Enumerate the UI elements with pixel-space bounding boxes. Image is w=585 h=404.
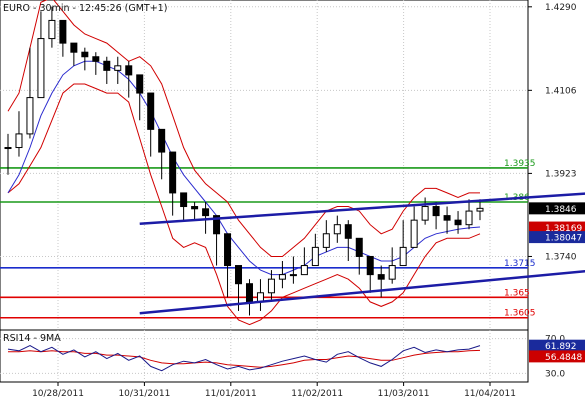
y-tick-label: 1.4290 [545,3,577,13]
candle-body [300,265,308,276]
rsi-box-label-red: 56.4848 [545,353,582,363]
price-grid [0,0,528,330]
level-label-1.3605: 1.3605 [504,309,536,319]
candle-body [245,283,253,303]
candle-body [158,128,166,153]
candle-body [267,278,275,294]
candle-body [15,133,23,149]
x-tick-label: 10/28/2011 [32,389,84,399]
candle-body [147,92,155,130]
candle-body [235,265,243,285]
rsi-line [7,345,481,372]
candle-body [289,274,297,277]
candle-body [4,147,12,150]
rsi-grid [0,330,528,382]
trend-channel-lower [139,269,585,315]
candle-body [322,233,330,248]
candle-body [213,215,221,235]
candle-body [81,51,89,58]
y-tick-label: 1.3923 [545,169,577,179]
price-y-axis: 1.4290 1.4106 1.3923 1.3740 1.3846 1.381691.3… [528,3,585,262]
candle-body [70,42,78,53]
candle-body [103,60,111,71]
rsi-y-tick-label: 30.0 [545,369,565,379]
candle-body [476,207,484,212]
candle-body [454,219,462,226]
candle-body [59,19,67,44]
rsi-panel-frame [0,329,529,383]
rsi-chart-title: RSI14 - 9MA [3,333,61,344]
candle-body [421,206,429,221]
rsi-box-label-blue: 61.892 [545,342,577,352]
x-tick-label: 10/31/2011 [118,389,170,399]
y-tick-label: 1.3740 [545,252,577,262]
price-box-blue [529,231,585,244]
candlesticks [4,6,484,316]
price-box-red [529,221,585,234]
price-chart-title: EURO - 30min - 12:45:26 (GMT+1) [3,3,167,14]
level-label-1.3935: 1.3935 [504,159,536,169]
candle-body [311,246,319,267]
rsi-box-red [529,350,585,363]
price-box-label-last: 1.3846 [545,205,577,215]
rsi-y-tick-label: 70.0 [545,335,565,345]
candle-body [114,65,122,71]
x-axis: 10/28/2011 10/31/2011 11/01/2011 11/02/2011… [32,382,516,399]
candle-body [410,219,418,248]
candle-body [191,206,199,210]
rsi-lines [7,345,481,372]
candle-body [202,208,210,217]
candle-body [169,151,177,194]
candle-body [92,56,100,62]
candle-body [125,65,133,76]
rsi-ma-line [8,349,481,368]
candle-body [388,265,396,280]
candle-body [333,224,341,235]
candle-body [432,206,440,217]
candle-body [366,255,374,276]
candle-body [465,210,473,226]
x-tick-label: 11/02/2011 [291,389,343,399]
candle-body [26,97,34,135]
candle-body [355,237,363,257]
candle-body [37,38,45,99]
x-tick-label: 11/03/2011 [378,389,430,399]
x-tick-label: 11/01/2011 [205,389,257,399]
candle-body [48,19,56,40]
rsi-panel: RSI14 - 9MA [0,329,529,383]
candle-body [180,192,188,208]
level-label-1.365: 1.365 [504,288,530,298]
candle-body [278,274,286,280]
price-box-label-blue: 1.38047 [545,234,582,244]
bollinger-upper-line [7,0,480,257]
candle-body [399,246,407,267]
candle-body [377,274,385,280]
annotations [139,192,585,315]
x-tick-label: 11/04/2011 [464,389,516,399]
trend-channel-upper [139,192,585,226]
price-box-label-red: 1.38169 [545,224,582,234]
price-box-last [529,202,585,215]
level-label-1.3715: 1.3715 [504,259,536,269]
candle-body [136,74,144,94]
rsi-box-blue [529,339,585,352]
candle-body [443,215,451,221]
candle-body [224,233,232,267]
bollinger-lower-line [7,83,481,326]
candle-body [344,224,352,239]
y-tick-label: 1.4106 [545,86,577,96]
